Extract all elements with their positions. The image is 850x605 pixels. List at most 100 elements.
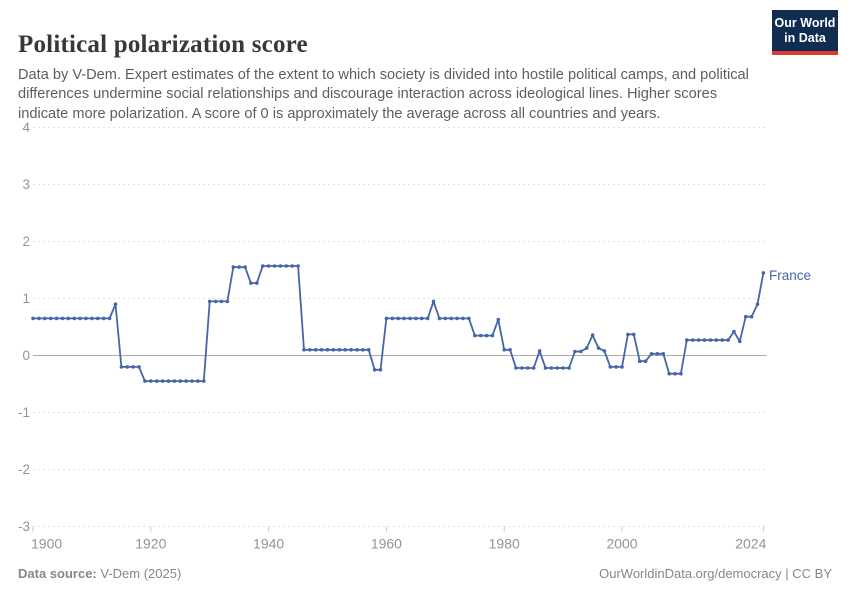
data-point (43, 316, 47, 321)
data-point (473, 333, 477, 338)
data-point (119, 365, 124, 369)
data-point (107, 316, 112, 321)
data-point (361, 348, 365, 352)
data-point (66, 316, 71, 321)
x-axis-label: 1900 (31, 536, 62, 552)
series-line-france (32, 265, 765, 382)
attribution-link[interactable]: OurWorldinData.org/democracy | CC BY (599, 566, 832, 581)
data-point (284, 264, 289, 268)
data-point (431, 299, 436, 304)
data-point (461, 316, 465, 321)
data-point (690, 338, 695, 342)
data-point (296, 264, 300, 268)
data-point (573, 349, 577, 354)
data-point (490, 333, 495, 338)
data-point (290, 264, 295, 268)
data-point (31, 316, 35, 321)
data-point (190, 379, 194, 383)
data-point (679, 371, 683, 376)
data-point (484, 333, 489, 338)
data-point (178, 379, 183, 383)
data-point (549, 366, 554, 370)
data-point (349, 348, 353, 352)
data-point (331, 348, 336, 352)
data-point (696, 338, 701, 342)
data-point (343, 348, 348, 352)
data-point (584, 346, 589, 350)
data-point (37, 316, 41, 321)
data-point (649, 352, 654, 356)
data-point (219, 299, 224, 304)
data-point (632, 332, 636, 337)
chart-footer: Data source: V-Dem (2025) OurWorldinData… (18, 566, 832, 581)
owid-logo[interactable]: Our World in Data (772, 10, 838, 55)
y-axis-label: 1 (22, 291, 30, 306)
data-point (325, 348, 330, 352)
data-source-label: Data source: (18, 566, 97, 581)
data-point (761, 271, 766, 275)
data-point (272, 264, 277, 268)
data-point (738, 339, 742, 344)
owid-logo-line1: Our World (774, 16, 836, 30)
data-point (260, 264, 265, 268)
data-point (502, 348, 507, 352)
data-point (319, 348, 324, 352)
data-point (443, 316, 448, 321)
data-point (590, 333, 595, 337)
data-point (143, 379, 147, 383)
data-point (749, 314, 754, 319)
data-point (131, 365, 135, 369)
data-point (78, 316, 82, 321)
data-point (266, 264, 271, 268)
data-point (237, 265, 241, 269)
data-point (508, 348, 512, 352)
data-point (726, 338, 730, 342)
data-point (614, 365, 618, 369)
data-point (673, 371, 677, 376)
data-point (755, 302, 760, 307)
data-point (667, 371, 671, 376)
data-point (308, 348, 312, 352)
data-point (207, 299, 212, 304)
data-point (160, 379, 165, 383)
data-point (661, 352, 666, 356)
data-point (125, 365, 129, 369)
data-point (455, 316, 459, 321)
data-point (608, 365, 613, 369)
data-point (702, 338, 707, 342)
data-source-value: V-Dem (2025) (96, 566, 182, 581)
data-point (84, 316, 88, 321)
data-point (213, 299, 218, 304)
data-point (149, 379, 153, 383)
data-point (531, 366, 536, 370)
data-source: Data source: V-Dem (2025) (18, 566, 181, 581)
chart-subtitle: Data by V-Dem. Expert estimates of the e… (18, 66, 749, 122)
data-point (537, 349, 542, 353)
series-label-france[interactable]: France (769, 268, 812, 283)
data-point (414, 316, 418, 321)
data-point (567, 366, 571, 370)
data-point (685, 338, 689, 342)
data-point (166, 379, 171, 383)
data-point (743, 314, 748, 319)
data-point (449, 316, 454, 321)
data-point (278, 264, 283, 268)
data-point (402, 316, 406, 321)
data-point (579, 349, 583, 354)
data-point (372, 368, 377, 372)
data-point (732, 329, 736, 334)
data-point (437, 316, 442, 321)
data-point (425, 316, 430, 321)
data-point (337, 348, 342, 352)
data-point (72, 316, 76, 321)
x-axis-label: 1980 (489, 536, 520, 552)
data-point (620, 365, 624, 369)
data-point (543, 366, 548, 370)
x-axis-label: 1940 (253, 536, 284, 552)
page-title: Political polarization score (18, 30, 308, 58)
data-point (626, 332, 630, 337)
x-axis-label: 2024 (735, 536, 766, 552)
data-point (396, 316, 401, 321)
